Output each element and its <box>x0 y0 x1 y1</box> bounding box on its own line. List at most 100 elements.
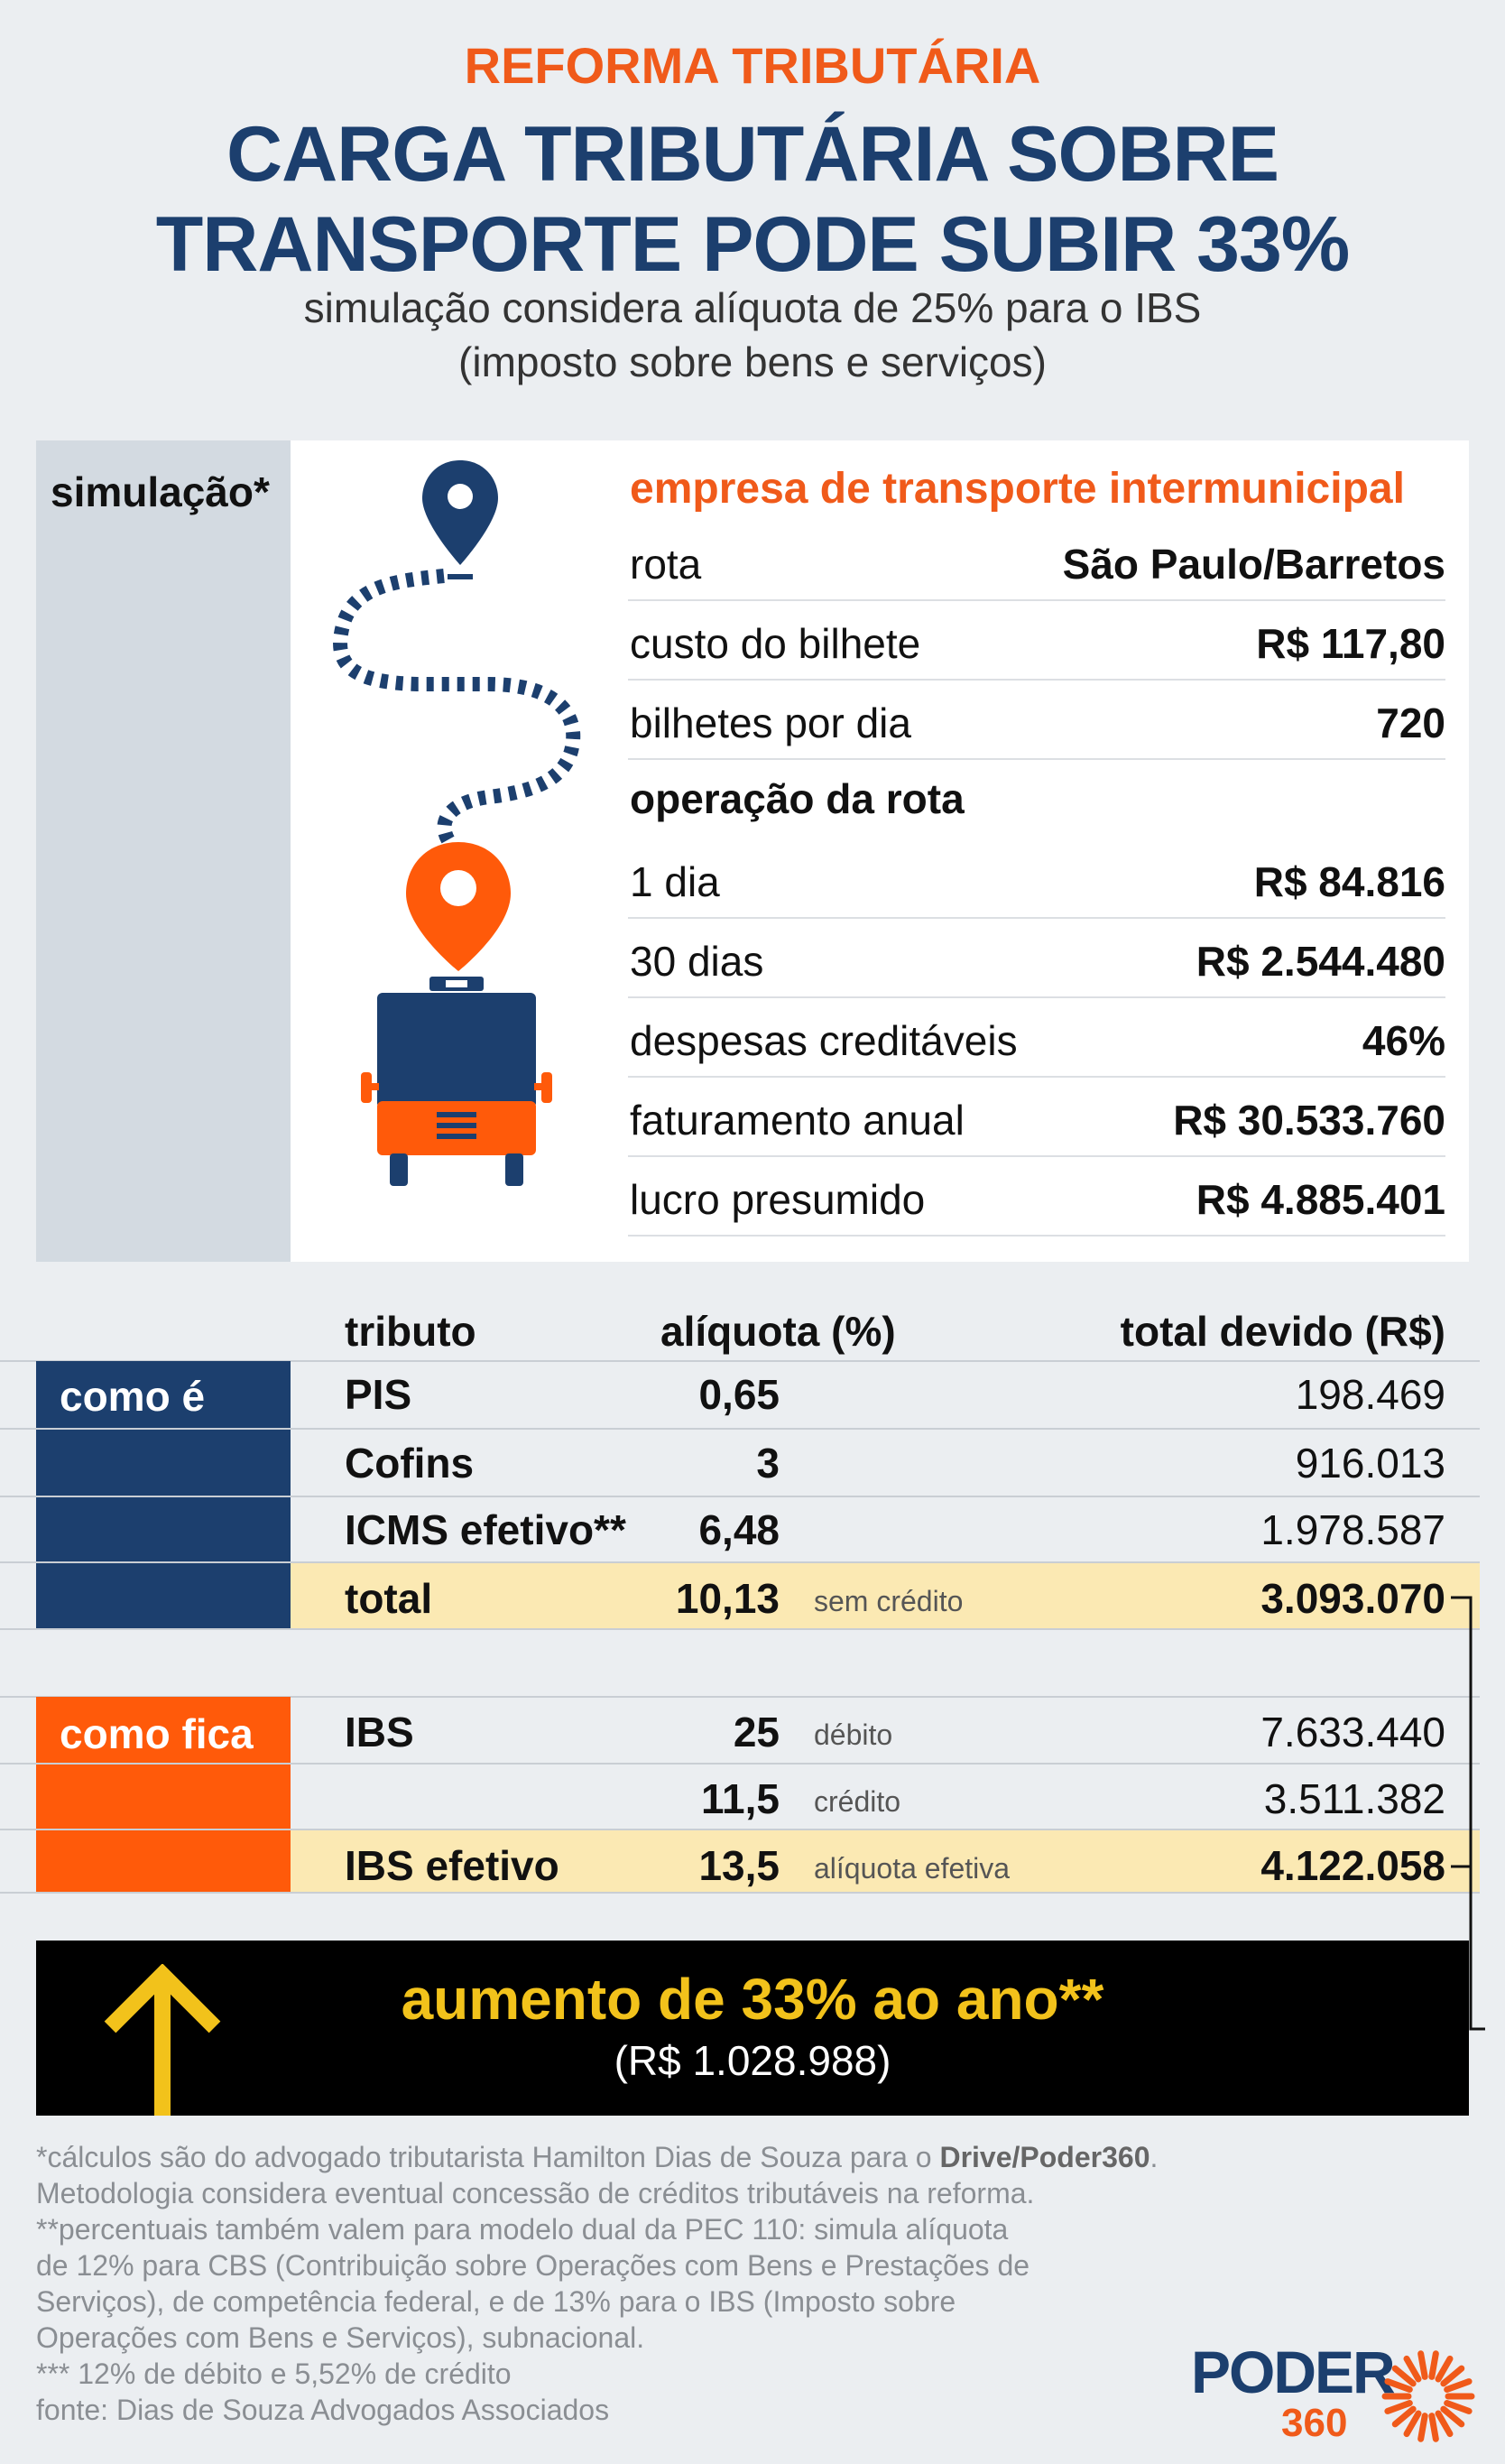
footnote-line: fonte: Dias de Souza Advogados Associado… <box>36 2394 610 2426</box>
sun-ray <box>1417 2413 1428 2442</box>
logo-number: 360 <box>1281 2401 1348 2445</box>
sun-ray <box>1403 2410 1422 2438</box>
proposed-section-box <box>36 1697 291 1892</box>
footnote-text: *cálculos são do advogado tributarista H… <box>36 2141 940 2173</box>
total-name: IBS efetivo <box>345 1842 559 1889</box>
total-note: alíquota efetiva <box>814 1852 1011 1885</box>
subtitle-line2: (imposto sobre bens e serviços) <box>458 338 1047 385</box>
tax-rate: 6,48 <box>698 1506 780 1553</box>
sun-ray <box>1435 2355 1454 2383</box>
row-value: R$ 84.816 <box>1253 858 1445 905</box>
header-aliquota: alíquota (%) <box>660 1308 896 1355</box>
tax-rate: 11,5 <box>701 1775 780 1822</box>
footnote-line: *** 12% de débito e 5,52% de crédito <box>36 2357 512 2390</box>
divider <box>0 1360 1480 1362</box>
sun-ray <box>1428 2350 1439 2380</box>
sun-ray <box>1444 2378 1473 2393</box>
simulation-sidebar <box>36 440 291 1262</box>
proposed-total-highlight <box>291 1830 1480 1892</box>
divider <box>0 1628 1480 1630</box>
sun-ray <box>1391 2405 1417 2428</box>
tax-total: 3.511.382 <box>1263 1775 1445 1822</box>
footnote-line: Operações com Bens e Serviços), subnacio… <box>36 2321 645 2354</box>
tax-name: PIS <box>345 1371 412 1418</box>
divider <box>0 1892 1480 1894</box>
row-value: 46% <box>1362 1017 1445 1064</box>
simulation-row-tickets-per-day: bilhetes por dia 720 <box>628 679 1445 760</box>
row-value: R$ 4.885.401 <box>1196 1176 1445 1223</box>
arrow-up-icon <box>104 1964 221 2116</box>
tax-total: 916.013 <box>1295 1440 1445 1487</box>
tax-name: ICMS efetivo** <box>345 1506 626 1553</box>
tax-total: 1.978.587 <box>1260 1506 1445 1553</box>
route-illustration <box>333 460 581 1186</box>
footnote-line: Serviços), de competência federal, e de … <box>36 2285 956 2318</box>
tax-rate: 3 <box>756 1440 780 1487</box>
current-total-highlight <box>291 1563 1480 1628</box>
row-label: 1 dia <box>630 858 720 905</box>
total-note: sem crédito <box>814 1585 964 1617</box>
divider <box>0 1428 1480 1430</box>
row-label: despesas creditáveis <box>630 1017 1018 1064</box>
operation-row-1-day: 1 dia R$ 84.816 <box>628 838 1445 919</box>
row-value: 720 <box>1376 699 1445 746</box>
footnote-text: . <box>1150 2141 1159 2173</box>
sun-ray <box>1435 2410 1454 2438</box>
current-section-box <box>36 1361 291 1628</box>
divider <box>0 1829 1480 1830</box>
total-rate: 10,13 <box>675 1575 780 1622</box>
footnote-source-bold: Drive/Poder360 <box>939 2141 1150 2173</box>
simulation-label: simulação* <box>51 468 270 515</box>
result-sub: (R$ 1.028.988) <box>614 2037 891 2084</box>
tax-name: IBS <box>345 1709 414 1755</box>
footnotes: *cálculos são do advogado tributarista H… <box>36 2139 1209 2428</box>
destination-pin-icon <box>406 842 511 971</box>
header-total: total devido (R$) <box>1120 1308 1445 1355</box>
row-value: R$ 30.533.760 <box>1173 1097 1445 1144</box>
sun-ray <box>1417 2350 1428 2380</box>
operation-row-annual-revenue: faturamento anual R$ 30.533.760 <box>628 1076 1445 1157</box>
tax-name: Cofins <box>345 1440 475 1487</box>
total-name: total <box>345 1575 433 1622</box>
operation-row-30-days: 30 dias R$ 2.544.480 <box>628 917 1445 998</box>
simulation-row-ticket-cost: custo do bilhete R$ 117,80 <box>628 599 1445 681</box>
sun-ray <box>1384 2400 1413 2414</box>
row-label: faturamento anual <box>630 1097 965 1144</box>
map-pin-icon <box>422 460 498 579</box>
row-label: rota <box>630 541 702 588</box>
row-label: custo do bilhete <box>630 620 921 667</box>
page-title-line1: CARGA TRIBUTÁRIA SOBRE <box>226 111 1279 198</box>
logo-text: PODER <box>1191 2339 1396 2405</box>
sun-ray <box>1428 2413 1439 2442</box>
row-value: R$ 117,80 <box>1256 620 1445 667</box>
header-tributo: tributo <box>345 1308 476 1355</box>
dashed-route-icon <box>333 569 581 847</box>
footnote-line: Metodologia considera eventual concessão… <box>36 2177 1035 2209</box>
current-section-label: como é <box>60 1373 206 1420</box>
footnote-line: *cálculos são do advogado tributarista H… <box>36 2139 1209 2175</box>
tax-total: 198.469 <box>1295 1371 1445 1418</box>
divider <box>0 1763 1480 1765</box>
divider <box>0 1696 1480 1698</box>
tax-note: crédito <box>814 1785 901 1818</box>
divider <box>0 1561 1480 1563</box>
total-value: 3.093.070 <box>1260 1575 1445 1622</box>
row-label: bilhetes por dia <box>630 699 911 746</box>
row-value: São Paulo/Barretos <box>1062 541 1445 588</box>
company-title: empresa de transporte intermunicipal <box>630 465 1405 513</box>
result-main: aumento de 33% ao ano** <box>401 1967 1104 2032</box>
tax-rate: 25 <box>733 1709 780 1755</box>
sun-ray <box>1444 2400 1473 2414</box>
total-rate: 13,5 <box>698 1842 780 1889</box>
sun-ray <box>1440 2365 1465 2387</box>
tax-rate: 0,65 <box>698 1371 780 1418</box>
sun-ray <box>1384 2378 1413 2393</box>
tax-total: 7.633.440 <box>1260 1709 1445 1755</box>
sun-ray <box>1391 2365 1417 2387</box>
sun-logo-icon <box>1381 2350 1475 2442</box>
operation-title: operação da rota <box>630 775 965 822</box>
operation-row-presumed-profit: lucro presumido R$ 4.885.401 <box>628 1155 1445 1237</box>
result-box <box>36 1941 1469 2116</box>
divider <box>0 1496 1480 1497</box>
kicker: REFORMA TRIBUTÁRIA <box>464 37 1041 94</box>
